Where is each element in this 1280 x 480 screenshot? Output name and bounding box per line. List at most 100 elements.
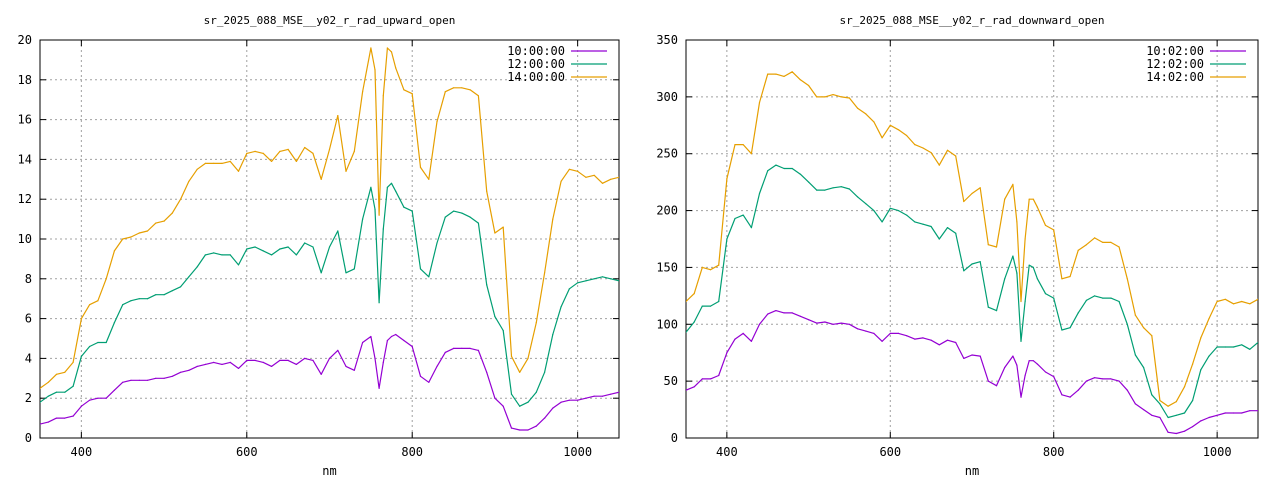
y-tick-label: 0 (671, 431, 678, 445)
data-point (138, 232, 140, 234)
data-point (337, 230, 339, 232)
data-point (1126, 389, 1128, 391)
y-tick-label: 14 (18, 152, 32, 166)
series-line-2 (686, 164, 1258, 419)
data-point (881, 221, 883, 223)
data-point (196, 168, 198, 170)
data-point (914, 144, 916, 146)
data-point (791, 312, 793, 314)
data-point (1175, 401, 1177, 403)
data-point (1020, 300, 1022, 303)
data-point (1249, 348, 1251, 350)
y-tick-label: 12 (18, 192, 32, 206)
data-point (906, 214, 908, 216)
x-tick-label: 1000 (563, 445, 592, 459)
data-point (693, 386, 695, 388)
data-point (47, 395, 49, 397)
data-point (1016, 221, 1018, 223)
data-point (1208, 416, 1210, 419)
data-point (906, 335, 908, 337)
data-point (1012, 355, 1014, 357)
y-tick-label: 10 (18, 232, 32, 246)
data-point (601, 182, 604, 184)
legend-label: 12:00:00 (507, 57, 565, 71)
data-point (1241, 412, 1243, 414)
y-tick-label: 0 (25, 431, 32, 445)
data-point (138, 379, 140, 381)
y-tick-label: 200 (656, 204, 678, 218)
data-point (130, 379, 132, 381)
data-point (955, 232, 957, 234)
data-point (1036, 363, 1038, 365)
data-point (519, 371, 521, 373)
data-point (328, 148, 331, 150)
data-point (734, 217, 736, 220)
data-point (353, 369, 355, 371)
y-tick-label: 100 (656, 317, 678, 331)
data-point (378, 387, 380, 389)
data-point (89, 399, 91, 401)
data-point (979, 261, 981, 263)
data-point (428, 381, 430, 383)
data-point (995, 310, 998, 312)
data-point (946, 227, 949, 229)
data-point (320, 272, 322, 274)
data-point (987, 380, 989, 382)
series-group (686, 71, 1258, 435)
data-point (535, 391, 537, 393)
data-point (610, 178, 612, 180)
data-point (693, 321, 695, 323)
x-tick-label: 400 (716, 445, 738, 459)
data-point (374, 357, 376, 359)
chart-title: sr_2025_088_MSE__y02_r_rad_downward_open (840, 14, 1105, 27)
data-point (271, 365, 273, 367)
data-point (560, 306, 562, 308)
data-point (122, 304, 124, 306)
data-point (881, 340, 883, 342)
data-point (180, 198, 182, 200)
data-point (527, 401, 529, 403)
data-point (1085, 244, 1087, 246)
data-point (1118, 300, 1120, 303)
data-point (510, 427, 513, 429)
data-point (971, 263, 973, 265)
data-point (382, 228, 384, 230)
data-point (552, 333, 554, 336)
data-point (254, 246, 256, 248)
data-point (130, 300, 132, 302)
data-point (113, 322, 115, 324)
data-point (477, 349, 479, 351)
data-point (494, 232, 496, 234)
data-point (1094, 377, 1096, 379)
data-point (1216, 414, 1218, 416)
data-point (963, 200, 965, 203)
data-point (271, 254, 273, 256)
data-point (577, 170, 579, 172)
data-point (1167, 405, 1169, 407)
data-point (237, 367, 240, 369)
data-point (345, 170, 347, 172)
data-point (163, 220, 165, 222)
data-point (618, 280, 619, 282)
data-point (1151, 394, 1153, 396)
data-point (40, 387, 41, 389)
data-point (742, 332, 744, 334)
data-point (979, 187, 981, 189)
data-point (105, 278, 107, 280)
data-point (1004, 278, 1006, 280)
data-point (55, 373, 58, 375)
data-point (816, 189, 818, 191)
data-point (848, 323, 851, 325)
data-point (1020, 396, 1022, 398)
data-point (758, 101, 761, 104)
data-point (204, 363, 206, 365)
data-point (403, 206, 405, 208)
data-point (89, 304, 91, 306)
data-point (477, 222, 479, 224)
data-point (832, 187, 834, 189)
data-point (47, 421, 49, 423)
data-point (1143, 327, 1145, 329)
data-point (411, 93, 413, 95)
data-point (1110, 378, 1112, 380)
